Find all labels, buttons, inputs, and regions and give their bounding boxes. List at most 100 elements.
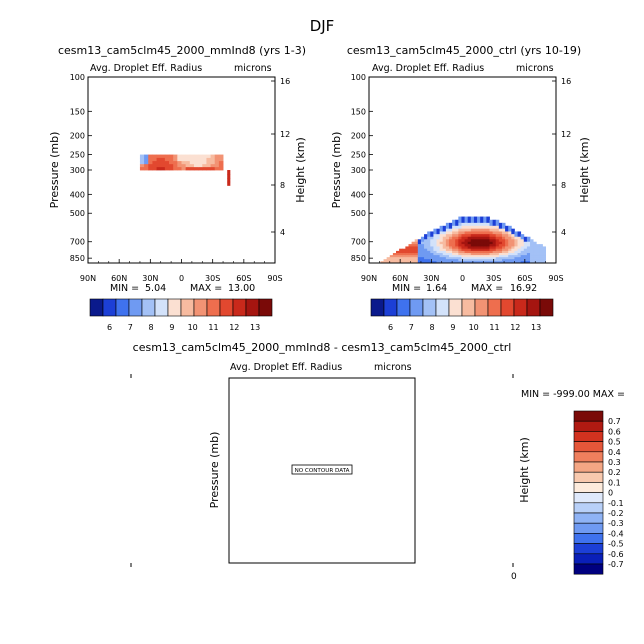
field-cell [445,234,450,238]
field-cell [430,253,434,256]
field-cell [210,164,216,168]
field-cell [442,261,447,264]
field-cell [470,259,475,262]
field-cell [511,244,515,247]
field-cell [495,219,500,224]
field-cell [477,259,481,262]
field-cell [523,241,528,245]
field-cell [433,259,437,262]
field-cell [436,236,441,240]
field-cell [152,161,157,165]
field-cell [383,259,388,262]
field-cell [452,225,456,230]
field-cell [408,257,412,260]
field-cell [467,216,472,221]
field-cell [480,236,484,240]
field-cell [467,244,472,247]
field-cell [455,250,459,254]
field-cell [181,161,187,165]
panel-1-min-value: 5.04 [145,283,166,294]
field-cell [480,239,484,243]
field-cell [193,161,199,165]
field-cell [520,246,525,250]
field-cell [442,248,447,252]
field-cell [214,154,220,159]
colorbar-swatch [573,441,604,453]
colorbar-swatch [180,298,195,317]
colorbar-label: 10 [469,323,479,332]
field-cell [498,222,503,227]
field-cell [477,228,481,232]
field-cell [439,236,444,240]
field-cell [455,257,459,260]
field-cell [495,236,500,240]
field-cell [193,167,199,171]
field-cell [473,225,478,230]
field-cell [467,225,472,230]
field-cell [461,241,465,245]
field-cell [411,253,416,256]
field-cell [430,261,434,264]
y2tick-label: 8 [561,181,566,190]
field-cell [448,257,453,260]
field-cell [461,234,465,238]
field-cell [455,239,459,243]
field-cell [486,259,490,262]
field-cell [467,248,472,252]
field-cell [392,261,397,264]
field-cell [520,257,525,260]
field-cell [483,248,487,252]
field-cell [399,257,403,260]
field-cell [511,261,515,264]
field-cell [139,157,145,162]
field-cell [514,241,518,245]
field-cell [511,259,515,262]
xtick-label: 60S [236,274,251,283]
field-cell [218,154,224,159]
field-cell [464,250,469,254]
field-cell [427,250,431,254]
field-cell [427,236,431,240]
field-cell [430,239,434,243]
field-cell [445,248,450,252]
field-cell [477,234,481,238]
panel-3-frame [228,377,416,564]
field-cell [152,164,157,168]
colorbar-label: -0.7 [608,560,624,569]
field-cell [439,250,444,254]
field-cell [458,222,462,227]
panel-1-yticks: 100 150 200 250 300 400 500 700 850 [70,73,92,263]
field-cell [483,241,487,245]
field-cell [214,164,220,168]
field-cell [492,241,497,245]
field-cell [483,216,487,221]
field-cell [452,246,456,250]
field-cell [461,239,465,243]
field-cell [483,261,487,264]
field-cell [498,261,503,264]
field-cell [523,257,528,260]
field-cell [452,255,456,258]
field-cell [383,261,388,264]
field-cell [480,246,484,250]
field-cell [464,231,469,235]
field-cell [442,239,447,243]
field-cell [470,216,475,221]
field-cell [501,261,506,264]
field-cell [181,167,187,171]
colorbar-label: -0.4 [608,529,624,538]
colorbar-label: 7 [409,323,414,332]
field-cell [511,250,515,254]
field-cell [495,228,500,232]
field-cell [448,246,453,250]
field-cell [483,246,487,250]
panel-2-ylabel: Pressure (mb) [330,132,343,209]
field-cell [408,246,412,250]
field-cell [156,161,162,165]
field-cell [173,167,178,171]
field-cell [505,239,509,243]
field-cell [514,253,518,256]
field-cell [480,253,484,256]
field-cell [470,250,475,254]
field-cell [396,261,400,264]
